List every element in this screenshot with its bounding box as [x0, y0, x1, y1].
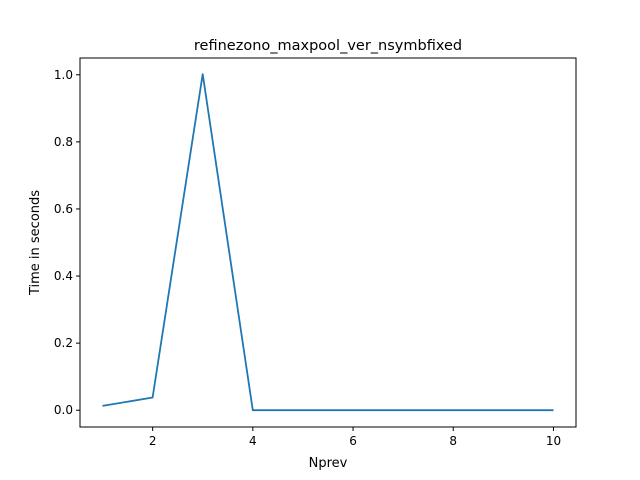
y-axis: 0.0 0.2 0.4 0.6 0.8 1.0: [54, 68, 80, 417]
series-layer: [102, 73, 554, 412]
y-tick-label: 0.6: [54, 202, 73, 216]
y-tick-label: 0.0: [54, 403, 73, 417]
x-tick-label: 10: [546, 434, 561, 448]
x-tick-label: 6: [349, 434, 357, 448]
x-axis: 2 4 6 8 10: [149, 427, 561, 448]
y-tick-label: 0.8: [54, 135, 73, 149]
plot-frame: [79, 57, 577, 428]
y-axis-label: Time in seconds: [28, 190, 43, 296]
y-tick-label: 0.2: [54, 336, 73, 350]
x-tick-label: 4: [249, 434, 257, 448]
x-tick-label: 2: [149, 434, 157, 448]
y-tick-label: 1.0: [54, 68, 73, 82]
series-line: [102, 73, 554, 412]
y-tick-label: 0.4: [54, 269, 73, 283]
chart-title: refinezono_maxpool_ver_nsymbfixed: [194, 38, 462, 54]
x-tick-label: 8: [449, 434, 457, 448]
x-axis-label: Nprev: [309, 456, 348, 471]
